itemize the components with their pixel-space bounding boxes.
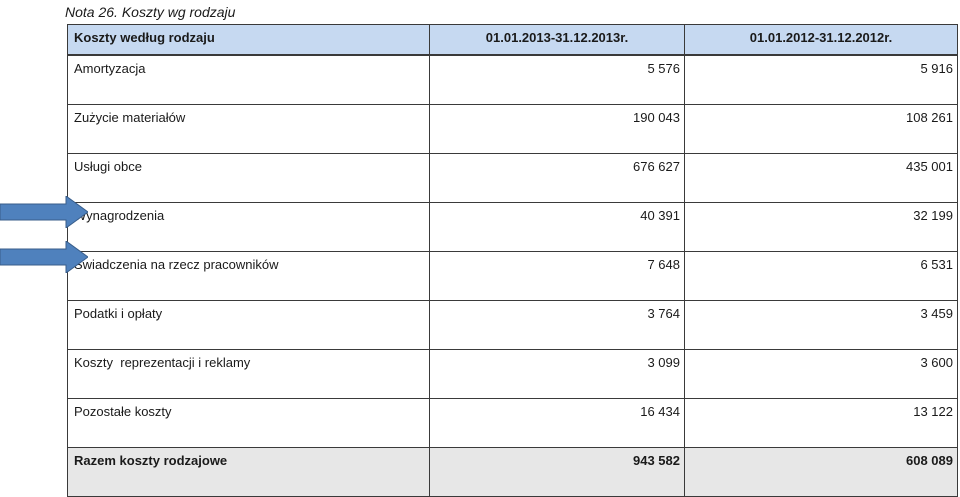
table-row: Koszty reprezentacji i reklamy 3 099 3 6… <box>67 349 958 399</box>
table-row: Usługi obce 676 627 435 001 <box>67 153 958 203</box>
total-label: Razem koszty rodzajowe <box>67 447 430 497</box>
value-2013: 16 434 <box>429 398 685 448</box>
value-2013: 3 764 <box>429 300 685 350</box>
note-title: Nota 26. Koszty wg rodzaju <box>65 4 236 20</box>
row-label: Usługi obce <box>67 153 430 203</box>
value-2013: 7 648 <box>429 251 685 301</box>
table-row: Świadczenia na rzecz pracowników 7 648 6… <box>67 251 958 301</box>
value-2013: 190 043 <box>429 104 685 154</box>
table-row: Amortyzacja 5 576 5 916 <box>67 54 958 105</box>
table-row: Podatki i opłaty 3 764 3 459 <box>67 300 958 350</box>
header-period-2013: 01.01.2013-31.12.2013r. <box>429 24 685 56</box>
table-row: Pozostałe koszty 16 434 13 122 <box>67 398 958 448</box>
row-label: Podatki i opłaty <box>67 300 430 350</box>
arrow-icon <box>0 241 88 273</box>
value-2012: 13 122 <box>684 398 958 448</box>
value-2012: 5 916 <box>684 54 958 105</box>
row-label: Wynagrodzenia <box>67 202 430 252</box>
value-2012: 3 459 <box>684 300 958 350</box>
total-value-2013: 943 582 <box>429 447 685 497</box>
row-label: Pozostałe koszty <box>67 398 430 448</box>
table-header-row: Koszty według rodzaju 01.01.2013-31.12.2… <box>67 24 958 56</box>
row-label: Świadczenia na rzecz pracowników <box>67 251 430 301</box>
value-2012: 3 600 <box>684 349 958 399</box>
row-label: Koszty reprezentacji i reklamy <box>67 349 430 399</box>
value-2012: 6 531 <box>684 251 958 301</box>
table-row: Zużycie materiałów 190 043 108 261 <box>67 104 958 154</box>
value-2013: 3 099 <box>429 349 685 399</box>
total-value-2012: 608 089 <box>684 447 958 497</box>
value-2013: 5 576 <box>429 54 685 105</box>
table-row: Wynagrodzenia 40 391 32 199 <box>67 202 958 252</box>
value-2013: 40 391 <box>429 202 685 252</box>
row-label: Amortyzacja <box>67 54 430 105</box>
header-cost-type: Koszty według rodzaju <box>67 24 430 56</box>
header-period-2012: 01.01.2012-31.12.2012r. <box>684 24 958 56</box>
value-2012: 435 001 <box>684 153 958 203</box>
costs-table: Koszty według rodzaju 01.01.2013-31.12.2… <box>67 24 958 497</box>
value-2012: 32 199 <box>684 202 958 252</box>
total-row: Razem koszty rodzajowe 943 582 608 089 <box>67 447 958 497</box>
value-2013: 676 627 <box>429 153 685 203</box>
value-2012: 108 261 <box>684 104 958 154</box>
row-label: Zużycie materiałów <box>67 104 430 154</box>
arrow-icon <box>0 196 88 228</box>
